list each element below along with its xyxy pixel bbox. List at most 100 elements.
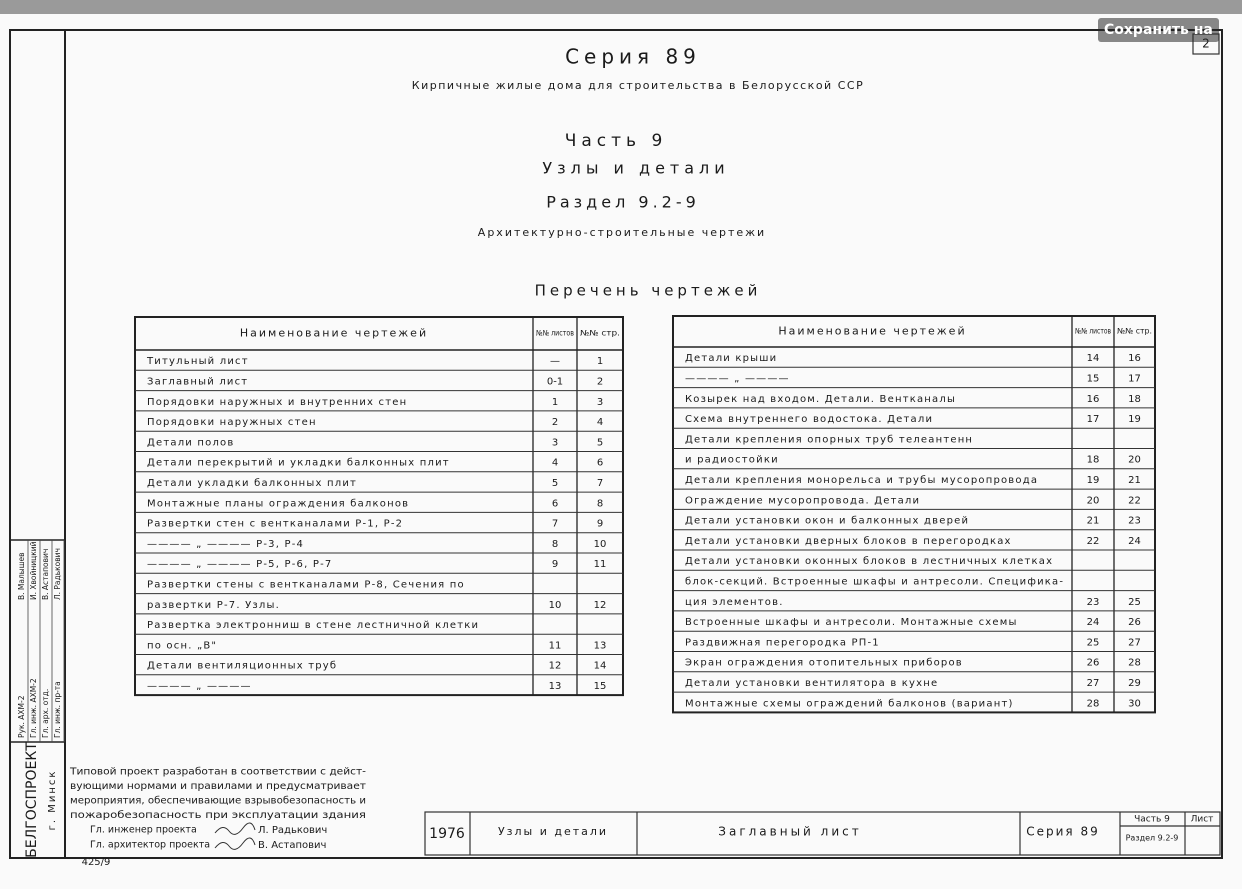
- table-border: [134, 316, 624, 697]
- row-name: Развертка электронниш в стене лестничной…: [147, 620, 479, 631]
- row-name: блок-секций. Встроенные шкафы и антресол…: [685, 576, 1064, 587]
- stamp-name: Узлы и детали: [498, 825, 608, 838]
- row-name: Заглавный лист: [147, 376, 248, 387]
- row-sheet: 6: [552, 498, 558, 509]
- save-button[interactable]: Сохранить на: [1098, 18, 1219, 42]
- row-name: развертки Р-7. Узлы.: [147, 600, 280, 611]
- archive-number: 425/9: [82, 857, 111, 868]
- row-name: ция элементов.: [685, 597, 784, 608]
- row-name: ———— „ ————: [685, 373, 790, 384]
- row-page: 23: [1128, 516, 1141, 527]
- row-name: Развертки стены с вентканалами Р-8, Сече…: [147, 579, 465, 590]
- row-name: Детали вентиляционных труб: [147, 661, 337, 672]
- row-page: 13: [594, 640, 607, 651]
- staff-role: Гл. инж. АХМ-2: [29, 678, 38, 738]
- row-sheet: 23: [1087, 597, 1100, 608]
- row-name: Экран ограждения отопительных приборов: [685, 658, 963, 669]
- row-sheet: 0-1: [547, 376, 563, 387]
- row-page: 12: [594, 600, 607, 611]
- row-name: Детали перекрытий и укладки балконных пл…: [147, 458, 450, 469]
- row-name: Титульный лист: [146, 356, 249, 367]
- row-name: Порядовки наружных стен: [147, 417, 317, 428]
- row-sheet: 22: [1087, 536, 1100, 547]
- part: Часть 9: [565, 131, 668, 151]
- list-title: Перечень чертежей: [535, 282, 762, 300]
- column-header: №№ стр.: [580, 329, 620, 338]
- row-page: 1: [597, 356, 603, 367]
- section: Раздел 9.2-9: [546, 193, 700, 212]
- outer-frame: [9, 29, 1223, 859]
- stamp-series: Серия 89: [1026, 825, 1099, 839]
- column-header: Наименование чертежей: [778, 325, 966, 338]
- signature-role: Гл. архитектор проекта: [90, 840, 210, 851]
- column-header: №№ листов: [1075, 327, 1111, 336]
- row-sheet: 4: [552, 458, 558, 469]
- row-name: Детали укладки балконных плит: [147, 478, 357, 489]
- row-page: 17: [1128, 373, 1141, 384]
- row-sheet: 15: [1087, 373, 1100, 384]
- row-sheet: 3: [552, 437, 558, 448]
- row-sheet: 16: [1087, 394, 1100, 405]
- staff-role: Рук. АХМ-2: [17, 695, 26, 738]
- row-page: 18: [1128, 394, 1141, 405]
- row-page: 20: [1128, 455, 1141, 466]
- signature-scribble: [214, 837, 256, 850]
- row-page: 28: [1128, 658, 1141, 669]
- row-name: ———— „ ———— Р-3, Р-4: [147, 539, 304, 550]
- row-name: Монтажные схемы ограждений балконов (вар…: [685, 698, 1014, 709]
- side-org: БЕЛГОСПРОЕКТ: [24, 742, 40, 858]
- staff-name: В. Малышев: [17, 552, 26, 600]
- row-page: 10: [594, 539, 607, 550]
- row-sheet: 27: [1087, 678, 1100, 689]
- row-page: 9: [597, 519, 603, 530]
- row-page: 5: [597, 437, 603, 448]
- staff-name: В. Астапович: [41, 549, 50, 600]
- note-line: вующими нормами и правилами и предусматр…: [70, 781, 367, 792]
- row-page: 27: [1128, 637, 1141, 648]
- row-sheet: 10: [549, 600, 562, 611]
- row-page: 11: [594, 559, 607, 570]
- column-header: №№ листов: [536, 329, 574, 338]
- row-page: 26: [1128, 617, 1141, 628]
- row-name: Детали крепления монорельса и трубы мусо…: [685, 475, 1038, 486]
- row-name: Детали установки окон и балконных дверей: [685, 516, 969, 527]
- signature-name: В. Астапович: [258, 840, 326, 851]
- row-page: 25: [1128, 597, 1141, 608]
- row-page: 22: [1128, 495, 1141, 506]
- row-sheet: —: [550, 356, 560, 367]
- row-sheet: 5: [552, 478, 558, 489]
- row-page: 4: [597, 417, 603, 428]
- row-name: Детали крепления опорных труб телеантенн: [685, 434, 973, 445]
- staff-name: Л. Радькович: [53, 548, 62, 600]
- row-page: 21: [1128, 475, 1141, 486]
- row-sheet: 28: [1087, 698, 1100, 709]
- row-page: 29: [1128, 678, 1141, 689]
- row-sheet: 21: [1087, 516, 1100, 527]
- row-sheet: 26: [1087, 658, 1100, 669]
- table-border: [672, 315, 1156, 714]
- side-city: г. Минск: [47, 770, 58, 831]
- row-page: 2: [597, 376, 603, 387]
- row-page: 19: [1128, 414, 1141, 425]
- row-page: 24: [1128, 536, 1141, 547]
- title-block: [424, 811, 1221, 856]
- row-page: 3: [597, 397, 603, 408]
- stamp-year: 1976: [429, 826, 465, 842]
- column-header: №№ стр.: [1117, 327, 1152, 336]
- signature-name: Л. Радькович: [258, 825, 327, 836]
- row-name: Схема внутреннего водостока. Детали: [685, 414, 933, 425]
- row-name: Детали установки оконных блоков в лестни…: [685, 556, 1053, 567]
- row-sheet: 25: [1087, 637, 1100, 648]
- section-title: Архитектурно-строительные чертежи: [478, 226, 766, 239]
- row-name: Порядовки наружных и внутренних стен: [147, 397, 407, 408]
- note-line: мероприятия, обеспечивающие взрывобезопа…: [70, 796, 366, 807]
- row-page: 6: [597, 458, 603, 469]
- sheet-number: 2: [1202, 37, 1210, 51]
- row-name: по осн. „В": [147, 640, 217, 651]
- row-name: и радиостойки: [685, 455, 779, 466]
- row-sheet: 19: [1087, 475, 1100, 486]
- row-name: Детали установки дверных блоков в перего…: [685, 536, 1012, 547]
- row-sheet: 13: [549, 681, 562, 692]
